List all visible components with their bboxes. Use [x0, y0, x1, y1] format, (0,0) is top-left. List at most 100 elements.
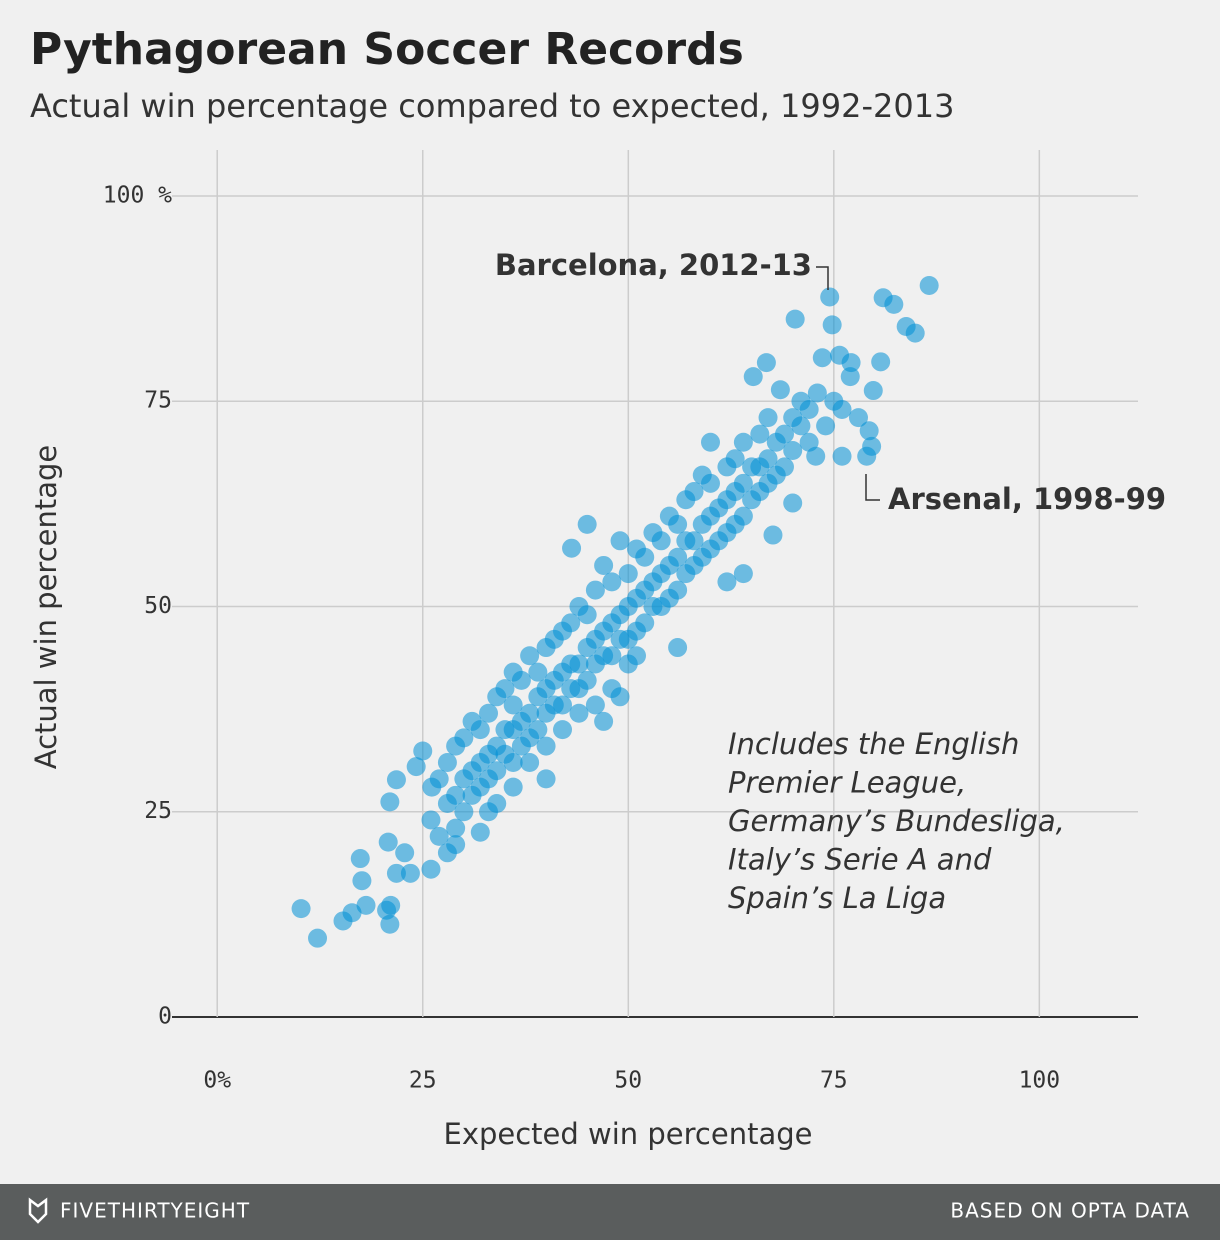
note-line: Italy’s Serie A and [728, 843, 992, 877]
point [395, 843, 415, 863]
point [356, 895, 376, 915]
point [536, 736, 556, 756]
point [684, 531, 704, 551]
point [495, 679, 515, 699]
point [774, 457, 794, 477]
annotation: Barcelona, 2012-13 [495, 248, 812, 282]
note-line: Germany’s Bundesliga, [728, 804, 1065, 838]
point [446, 818, 466, 838]
note: Includes the English Premier League, Germa… [728, 727, 1065, 915]
point [832, 399, 852, 419]
point [635, 547, 655, 567]
point [577, 514, 597, 534]
leader-line [865, 474, 880, 501]
note-line: Spain’s La Liga [728, 881, 946, 915]
point [429, 826, 449, 846]
point [863, 381, 883, 401]
point [470, 720, 490, 740]
note-line: Premier League, [728, 766, 966, 800]
point [783, 440, 803, 460]
point [700, 432, 720, 452]
point [553, 695, 573, 715]
point [684, 482, 704, 502]
y-tick-label: 100 % [103, 182, 172, 208]
point [553, 720, 573, 740]
point [857, 446, 877, 466]
point [487, 761, 507, 781]
point [562, 538, 582, 558]
point [308, 928, 328, 948]
point [627, 646, 647, 666]
point [743, 367, 763, 387]
point [799, 432, 819, 452]
point [763, 525, 783, 545]
point [905, 323, 925, 343]
point [832, 446, 852, 466]
point [859, 421, 879, 441]
point [386, 863, 406, 883]
point [758, 408, 778, 428]
x-tick-label: 100 [1019, 1068, 1061, 1094]
point [733, 432, 753, 452]
point [350, 849, 370, 869]
point [437, 752, 457, 772]
annotation: Arsenal, 1998-99 [888, 482, 1166, 516]
point [520, 646, 540, 666]
note-line: Includes the English [728, 727, 1019, 761]
point [569, 654, 589, 674]
point [594, 555, 614, 575]
point [651, 531, 671, 551]
point [503, 777, 523, 797]
point [470, 822, 490, 842]
point [770, 380, 790, 400]
point [577, 605, 597, 625]
point [785, 309, 805, 329]
point [774, 424, 794, 444]
point [380, 792, 400, 812]
points [291, 275, 939, 948]
point [822, 315, 842, 335]
point [700, 473, 720, 493]
point [733, 506, 753, 526]
point [352, 871, 372, 891]
source: BASED ON OPTA DATA [950, 1199, 1190, 1223]
point [840, 367, 860, 387]
point [668, 514, 688, 534]
point [668, 638, 688, 658]
x-tick-label: 50 [614, 1068, 642, 1094]
point [841, 353, 861, 373]
point [668, 547, 688, 567]
point [812, 348, 832, 368]
point [816, 416, 836, 436]
point [400, 863, 420, 883]
point [342, 903, 362, 923]
chart-title: Pythagorean Soccer Records [30, 24, 744, 75]
point [446, 835, 466, 855]
point [919, 275, 939, 295]
point [536, 769, 556, 789]
y-tick-label: 0 [158, 1004, 172, 1030]
point [717, 572, 737, 592]
point [756, 353, 776, 373]
point [386, 770, 406, 790]
y-tick-label: 75 [144, 388, 172, 414]
point [561, 613, 581, 633]
point [585, 580, 605, 600]
point [454, 728, 474, 748]
brand: FIVETHIRTYEIGHT [60, 1199, 250, 1223]
point [594, 711, 614, 731]
point [421, 859, 441, 879]
point [528, 720, 548, 740]
point [799, 399, 819, 419]
point [503, 695, 523, 715]
point [413, 741, 433, 761]
grid: 0 25 50 75 100 % 0% 25 50 75 100 [103, 150, 1138, 1094]
point [602, 572, 622, 592]
chart-subtitle: Actual win percentage compared to expect… [30, 87, 954, 125]
point [511, 670, 531, 690]
point [520, 703, 540, 723]
point [528, 662, 548, 682]
point [503, 752, 523, 772]
point [569, 703, 589, 723]
x-tick-label: 25 [409, 1068, 437, 1094]
